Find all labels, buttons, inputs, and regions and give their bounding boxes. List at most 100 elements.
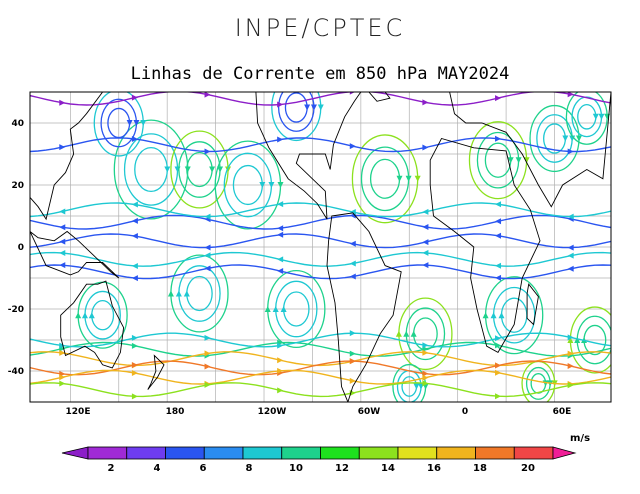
streamline-arrow — [131, 135, 138, 142]
streamline-arrow — [131, 362, 138, 369]
streamline-arrow — [422, 349, 429, 356]
streamline-arrow — [567, 334, 574, 341]
streamline-arrow — [140, 120, 147, 126]
cbar-label-8: 8 — [246, 463, 253, 474]
streamline-arrow — [498, 312, 505, 319]
streamline-arrow — [277, 101, 284, 108]
coastline — [255, 92, 362, 220]
streamline-arrow — [567, 252, 574, 259]
streamline-arrow — [131, 342, 138, 349]
colorbar-segment — [87, 446, 128, 460]
streamline-arrow — [515, 157, 522, 164]
streamline-arrow — [422, 208, 429, 215]
plot-frame — [29, 91, 612, 403]
streamline-arrow — [422, 239, 429, 246]
streamline-arrow — [277, 256, 284, 263]
streamline-arrow — [131, 94, 138, 101]
streamline-arrow — [567, 363, 574, 370]
streamline-arrow — [217, 166, 224, 173]
colorbar-segment — [281, 446, 321, 460]
streamline-arrow — [495, 95, 502, 102]
streamline-arrow — [133, 120, 140, 126]
streamline-arrow — [567, 148, 574, 155]
streamline-arrow — [88, 312, 95, 319]
streamline-arrow — [567, 244, 574, 251]
streamline-arrow — [304, 104, 311, 111]
streamline-arrow — [567, 213, 574, 220]
streamline-band — [30, 332, 611, 348]
streamline-arrow — [204, 381, 211, 388]
streamline-arrow — [81, 312, 88, 319]
streamline-arrow — [482, 312, 489, 319]
colorbar-segment — [397, 446, 438, 460]
streamline-arrow — [204, 334, 211, 341]
colorbar-segment — [475, 446, 515, 460]
colorbar-segment — [242, 446, 283, 460]
streamline-arrow — [495, 135, 502, 142]
cbar-label-6: 6 — [200, 463, 207, 474]
coastline — [147, 354, 165, 390]
streamline-arrow — [422, 370, 429, 377]
streamline-arrow — [422, 262, 429, 269]
streamline-band — [30, 351, 611, 367]
colorbar-segment — [513, 446, 554, 460]
coastlines — [30, 92, 611, 402]
lat-tick-40n: 40 — [11, 119, 24, 129]
coastline — [429, 137, 541, 354]
streamline-arrow — [567, 92, 574, 98]
streamline-arrow — [59, 238, 66, 245]
cbar-label-10: 10 — [289, 463, 303, 474]
colorbar-unit: m/s — [570, 433, 591, 444]
streamline-arrow — [277, 268, 284, 275]
streamline-arrow — [204, 244, 211, 251]
streamline-arrow — [126, 120, 133, 126]
streamline-arrow — [272, 306, 279, 312]
streamline-arrow — [592, 113, 599, 120]
lat-tick-0: 0 — [18, 243, 24, 253]
streamline-arrow — [280, 306, 287, 312]
streamline-arrow — [414, 175, 421, 182]
coastline — [30, 92, 104, 221]
streamline-arrow — [59, 262, 66, 269]
streamline-arrow — [259, 182, 266, 188]
streamline-arrow — [405, 175, 412, 182]
streamline-arrow — [403, 330, 410, 337]
streamline-arrow — [598, 113, 605, 120]
streamline-arrow — [567, 382, 574, 389]
streamline-arrow — [495, 342, 502, 349]
streamline-arrow — [349, 209, 356, 216]
streamline-arrow — [422, 374, 429, 381]
lat-tick-20s: -20 — [8, 305, 24, 315]
streamline-arrow — [575, 135, 582, 142]
streamline-arrow — [183, 290, 190, 297]
streamline-arrow — [349, 358, 356, 365]
streamline-arrow — [413, 383, 420, 390]
streamline-arrow — [567, 350, 574, 357]
streamline-arrow — [422, 342, 429, 349]
cbar-label-18: 18 — [473, 463, 487, 474]
map-plot-area — [30, 92, 611, 402]
streamline-arrow — [131, 275, 138, 282]
lon-tick-180: 180 — [166, 407, 185, 417]
streamline-arrow — [562, 135, 569, 142]
streamline-arrow — [507, 157, 514, 164]
streamline-arrow — [59, 99, 66, 106]
coastline — [449, 92, 611, 208]
streamline-arrow — [422, 223, 429, 230]
streamline-arrow — [204, 363, 211, 370]
streamline-arrow — [277, 357, 284, 364]
streamline-arrow — [349, 143, 356, 150]
coastline — [30, 230, 120, 279]
streamline-arrow — [349, 330, 356, 337]
streamline-arrow — [209, 166, 216, 173]
streamline-arrow — [204, 252, 211, 259]
colorbar-segment — [203, 446, 244, 460]
coastline — [60, 280, 125, 369]
streamline-arrow — [268, 182, 275, 188]
streamline-arrow — [495, 335, 502, 342]
streamline-arrow — [131, 393, 138, 400]
streamline-arrow — [349, 240, 356, 247]
streamline-arrow — [422, 249, 429, 256]
streamline-arrow — [164, 166, 171, 173]
